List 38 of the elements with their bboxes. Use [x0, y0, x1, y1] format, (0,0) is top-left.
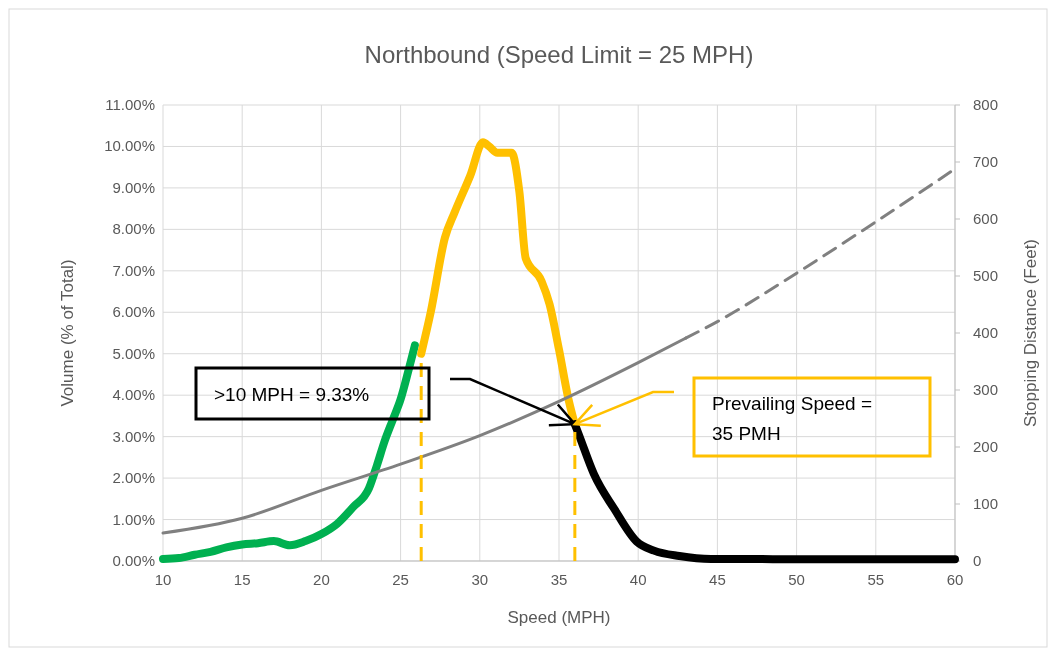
chart-title: Northbound (Speed Limit = 25 MPH)	[364, 41, 754, 68]
x-tick-label: 25	[392, 571, 409, 588]
y-tick-label: 8.00%	[112, 220, 155, 238]
y2-tick-label: 600	[973, 210, 999, 227]
y2-tick-label: 400	[973, 324, 999, 341]
x-tick-label: 40	[629, 571, 647, 588]
y-tick-label: 0.00%	[112, 552, 155, 569]
x-tick-label: 15	[233, 571, 251, 588]
y-tick-label: 2.00%	[112, 469, 155, 487]
y2-tick-label: 0	[973, 552, 982, 569]
y-tick-label: 4.00%	[112, 386, 155, 404]
x-tick-label: 30	[471, 571, 489, 588]
x-tick-label: 50	[788, 571, 805, 588]
y-tick-label: 6.00%	[112, 303, 155, 321]
x-axis-title: Speed (MPH)	[507, 608, 611, 627]
y2-tick-label: 100	[973, 495, 999, 512]
y-tick-label: 7.00%	[112, 261, 155, 279]
annotation: >10 MPH = 9.33%	[214, 384, 370, 405]
y-tick-label: 5.00%	[112, 344, 155, 362]
x-tick-label: 10	[154, 571, 172, 588]
y-axis-title: Volume (% of Total)	[58, 259, 77, 407]
y2-tick-label: 800	[973, 96, 999, 113]
y-tick-label: 9.00%	[112, 178, 155, 196]
y-tick-label: 1.00%	[112, 510, 155, 528]
y2-tick-label: 200	[973, 438, 999, 455]
y2-tick-label: 500	[973, 267, 999, 284]
x-tick-label: 35	[550, 571, 568, 588]
y-tick-label: 3.00%	[112, 427, 155, 445]
y-tick-label: 10.00%	[104, 137, 155, 155]
y2-tick-label: 300	[973, 381, 999, 398]
y2-axis-title: Stopping Distance (Feet)	[1021, 238, 1040, 428]
x-tick-label: 20	[313, 571, 330, 588]
annotation: Prevailing Speed = 35 PMH	[712, 393, 873, 444]
x-tick-label: 45	[709, 571, 726, 588]
x-tick-label: 60	[946, 571, 964, 588]
y-tick-label: 11.00%	[105, 96, 155, 113]
x-tick-label: 55	[867, 571, 885, 588]
y2-tick-label: 700	[973, 153, 999, 170]
